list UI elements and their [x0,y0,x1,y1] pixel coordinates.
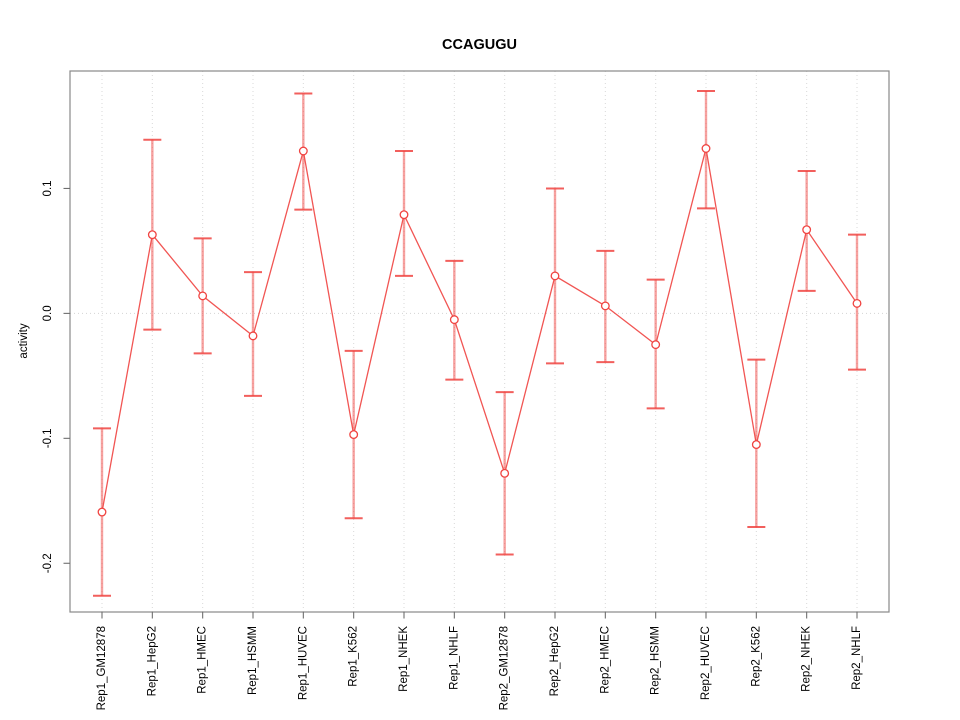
x-tick-label: Rep2_NHEK [801,626,813,692]
data-point-marker [751,440,761,450]
y-tick-label: -0.2 [42,553,54,573]
x-tick-label: Rep2_K562 [750,626,762,687]
data-point-marker [701,144,711,153]
x-tick-label: Rep2_NHLF [851,626,863,690]
data-point-marker [802,225,812,235]
data-point-marker [349,430,359,440]
y-tick-label: 0.0 [42,305,54,321]
x-tick-label: Rep2_HUVEC [700,626,712,700]
gridlines-layer [70,71,889,612]
y-tick-label: 0.1 [42,180,54,196]
data-point-marker [852,298,862,308]
series-line-layer [101,148,858,513]
data-points-layer [97,144,862,517]
x-tick-label: Rep1_NHEK [398,626,410,692]
y-axis-title: activity [18,323,30,358]
data-point-marker [298,146,308,156]
data-point-marker [651,340,661,350]
x-tick-label: Rep2_HepG2 [549,626,561,696]
data-point-marker [147,230,157,240]
x-tick-label: Rep1_NHLF [448,626,460,690]
plot-frame [69,70,890,613]
x-tick-label: Rep1_K562 [348,626,360,687]
x-tick-label: Rep2_HSMM [650,626,662,695]
data-point-marker [500,468,510,478]
chart-title: CCAGUGU [442,37,517,53]
x-tick-label: Rep1_HUVEC [297,626,309,700]
errorbars-layer [93,89,866,597]
x-tick-label: Rep2_GM12878 [499,626,511,710]
x-tick-label: Rep1_HepG2 [146,626,158,696]
x-tick-label: Rep2_HMEC [599,626,611,694]
data-point-marker [449,315,459,325]
series-line [101,148,858,513]
data-point-marker [97,507,107,517]
data-point-marker [198,291,208,301]
data-point-marker [550,271,560,281]
data-point-marker [248,331,258,341]
x-tick-label: Rep1_HMEC [197,626,209,694]
data-point-marker [399,210,409,220]
data-point-marker [600,301,610,311]
y-tick-label: -0.1 [42,428,54,448]
axes-layer: Rep1_GM12878 Rep1_HepG2 Rep1_HMEC Rep1_HSMM… [42,70,890,710]
x-tick-label: Rep1_GM12878 [96,626,108,710]
x-tick-label: Rep1_HSMM [247,626,259,695]
